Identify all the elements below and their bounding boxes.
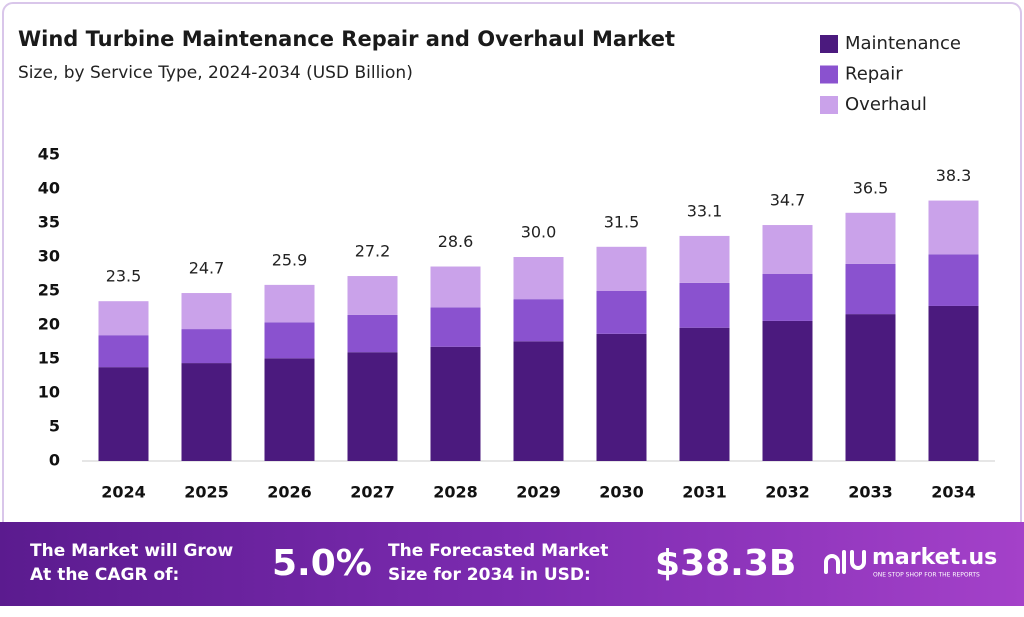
bar-segment (181, 363, 232, 461)
chart-subtitle: Size, by Service Type, 2024-2034 (USD Bi… (18, 63, 413, 83)
footer-bar (0, 522, 1024, 606)
bar-segment (98, 301, 149, 336)
bar-segment (98, 335, 149, 368)
bar-segment (513, 299, 564, 342)
bar-segment (679, 327, 730, 461)
bar-segment (347, 276, 398, 315)
bar-segment (181, 329, 232, 364)
cagr-label: At the CAGR of: (30, 565, 179, 585)
bar-segment (264, 358, 315, 461)
bar-segment (513, 257, 564, 300)
x-tick-label: 2024 (101, 483, 146, 502)
forecast-value: $38.3B (655, 543, 796, 584)
bar-segment (928, 200, 979, 255)
x-tick-label: 2034 (931, 483, 976, 502)
bar-segment (928, 305, 979, 461)
x-tick-label: 2029 (516, 483, 561, 502)
total-label: 38.3 (936, 166, 972, 185)
legend-label: Maintenance (845, 33, 961, 54)
total-label: 31.5 (604, 212, 640, 231)
x-tick-label: 2033 (848, 483, 893, 502)
y-tick-label: 25 (38, 281, 60, 300)
total-label: 33.1 (687, 201, 723, 220)
total-label: 36.5 (853, 178, 889, 197)
total-label: 23.5 (106, 267, 142, 286)
forecast-label: The Forecasted Market (388, 541, 608, 561)
total-label: 28.6 (438, 232, 474, 251)
bar-segment (596, 333, 647, 461)
x-tick-label: 2031 (682, 483, 727, 502)
bar-segment (845, 212, 896, 264)
bar-segment (679, 235, 730, 283)
bar-segment (430, 266, 481, 308)
total-label: 24.7 (189, 259, 225, 278)
x-tick-label: 2027 (350, 483, 395, 502)
y-tick-label: 10 (38, 383, 60, 402)
bar-segment (98, 367, 149, 461)
legend-swatch (820, 65, 838, 84)
x-tick-label: 2030 (599, 483, 644, 502)
y-tick-label: 30 (38, 247, 60, 266)
legend-swatch (820, 35, 838, 53)
y-tick-label: 35 (38, 213, 60, 232)
bar-segment (347, 352, 398, 461)
x-tick-label: 2032 (765, 483, 810, 502)
total-label: 30.0 (521, 223, 557, 242)
total-label: 34.7 (770, 191, 806, 210)
y-tick-label: 20 (38, 315, 60, 334)
y-tick-label: 5 (49, 417, 60, 436)
total-label: 25.9 (272, 250, 308, 269)
legend-swatch (820, 96, 838, 114)
x-tick-label: 2026 (267, 483, 312, 502)
bar-segment (264, 322, 315, 359)
y-tick-label: 40 (38, 179, 60, 198)
bar-segment (596, 291, 647, 334)
cagr-value: 5.0% (272, 543, 372, 584)
bar-segment (264, 284, 315, 323)
brand-name: market.us (872, 545, 997, 570)
bar-segment (845, 314, 896, 461)
y-tick-label: 0 (49, 451, 60, 470)
x-tick-label: 2025 (184, 483, 229, 502)
forecast-label: Size for 2034 in USD: (388, 565, 591, 585)
brand-logo (824, 550, 866, 574)
total-label: 27.2 (355, 242, 391, 261)
bar-segment (181, 293, 232, 330)
bar-segment (513, 341, 564, 461)
bar-segment (430, 346, 481, 461)
bar-segment (430, 307, 481, 347)
y-tick-label: 15 (38, 349, 60, 368)
bar-segment (596, 246, 647, 291)
cagr-label: The Market will Grow (30, 541, 233, 561)
bar-segment (928, 254, 979, 306)
legend-label: Overhaul (845, 94, 927, 115)
y-tick-label: 45 (38, 145, 60, 164)
brand-tagline: ONE STOP SHOP FOR THE REPORTS (873, 572, 980, 579)
x-tick-label: 2028 (433, 483, 478, 502)
bar-segment (762, 225, 813, 274)
bar-segment (762, 320, 813, 461)
bar-segment (347, 314, 398, 353)
bar-segment (762, 274, 813, 321)
bar-segment (845, 263, 896, 315)
legend-label: Repair (845, 64, 903, 85)
chart-title: Wind Turbine Maintenance Repair and Over… (18, 27, 675, 51)
bar-segment (679, 282, 730, 328)
